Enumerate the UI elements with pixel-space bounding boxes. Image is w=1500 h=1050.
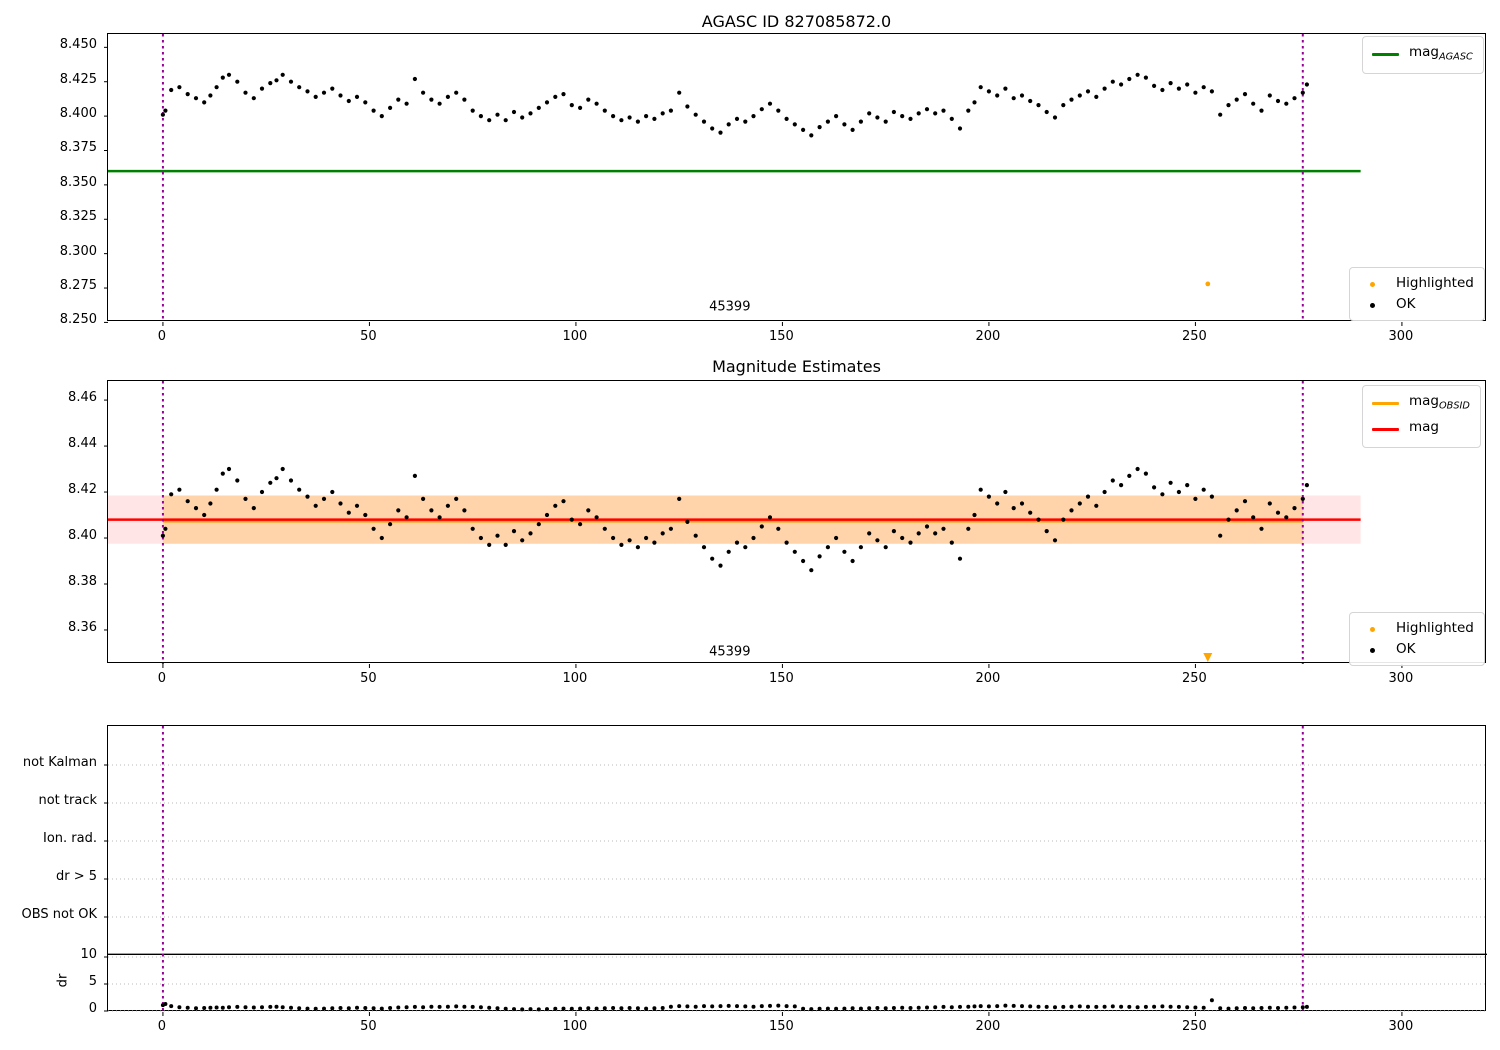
x-tick-label: 200	[975, 671, 1001, 686]
y-tick-label: 8.42	[68, 482, 97, 498]
dr-tick-label: 0	[88, 1001, 97, 1016]
y-tick-label: 8.325	[59, 209, 97, 225]
legend-label: Highlighted	[1396, 620, 1474, 636]
ok-dot-icon	[1359, 294, 1386, 315]
y-tick-label: 8.375	[59, 140, 97, 156]
y-tick-label: 8.46	[68, 390, 97, 406]
x-tick-label: 100	[562, 671, 588, 686]
legend-item-highlighted: Highlighted	[1359, 618, 1474, 639]
legend-top-points: Highlighted OK	[1349, 267, 1485, 321]
legend-label: Highlighted	[1396, 275, 1474, 291]
y-tick-label: 8.44	[68, 436, 97, 452]
x-tick-label: 100	[562, 329, 588, 344]
y-tick-label: 8.350	[59, 174, 97, 190]
legend-label: magAGASC	[1409, 44, 1473, 63]
y-tick-label: 8.38	[68, 573, 97, 589]
legend-label: magOBSID	[1409, 393, 1470, 412]
flag-tick-label: dr > 5	[55, 869, 97, 884]
orange-line-swatch	[1372, 402, 1399, 406]
x-tick-label: 0	[157, 329, 167, 344]
legend-item-mag: mag	[1372, 417, 1470, 443]
green-line-swatch	[1372, 53, 1399, 57]
y-tick-label: 8.250	[59, 312, 97, 328]
flag-tick-label: OBS not OK	[21, 907, 98, 922]
legend-label: mag	[1409, 418, 1439, 435]
legend-mag-lines: magOBSID mag	[1362, 385, 1481, 449]
x-tick-label: 50	[360, 671, 377, 686]
x-tick-label: 0	[157, 1019, 167, 1034]
dr-tick-label: 10	[80, 947, 97, 962]
top-plot-title: AGASC ID 827085872.0	[701, 12, 892, 31]
highlighted-dot-icon	[1359, 618, 1386, 639]
legend-item-ok: OK	[1359, 294, 1474, 315]
legend-label: OK	[1396, 641, 1416, 657]
obsid-annotation-middle: 45399	[709, 644, 751, 660]
x-tick-label: 50	[360, 1019, 377, 1034]
x-tick-label: 50	[360, 329, 377, 344]
middle-plot-title: Magnitude Estimates	[712, 357, 881, 376]
y-tick-label: 8.450	[59, 37, 97, 53]
x-tick-label: 150	[769, 1019, 794, 1034]
obsid-annotation-top: 45399	[709, 299, 751, 315]
y-tick-label: 8.400	[59, 106, 97, 122]
ok-dot-icon	[1359, 639, 1386, 660]
y-tick-label: 8.40	[68, 528, 97, 544]
x-tick-label: 300	[1388, 329, 1414, 344]
x-tick-label: 300	[1388, 1019, 1414, 1034]
legend-item-mag-obsid: magOBSID	[1372, 391, 1470, 417]
legend-mid-points: Highlighted OK	[1349, 612, 1485, 666]
x-tick-label: 0	[157, 671, 167, 686]
x-tick-label: 100	[562, 1019, 588, 1034]
y-tick-label: 8.425	[59, 71, 97, 87]
y-tick-label: 8.300	[59, 243, 97, 259]
flags-dr-plot	[104, 725, 1487, 1016]
x-tick-label: 300	[1388, 671, 1414, 686]
x-tick-label: 200	[975, 329, 1001, 344]
agasc-mag-plot	[104, 33, 1486, 326]
x-tick-label: 150	[769, 329, 794, 344]
x-tick-label: 250	[1182, 671, 1207, 686]
legend-label: OK	[1396, 296, 1416, 312]
legend-mag-agasc: magAGASC	[1362, 36, 1484, 74]
red-line-swatch	[1372, 428, 1399, 432]
x-tick-label: 200	[975, 1019, 1001, 1034]
legend-item-highlighted: Highlighted	[1359, 273, 1474, 294]
x-tick-label: 250	[1182, 1019, 1207, 1034]
x-tick-label: 150	[769, 671, 794, 686]
dr-tick-label: 5	[88, 974, 97, 989]
y-tick-label: 8.275	[59, 278, 97, 294]
legend-item-mag-agasc: magAGASC	[1372, 42, 1473, 68]
magnitude-estimates-plot	[104, 380, 1486, 668]
flag-tick-label: Ion. rad.	[43, 831, 97, 846]
x-tick-label: 250	[1182, 329, 1207, 344]
flag-tick-label: not track	[38, 793, 97, 808]
flag-tick-label: not Kalman	[22, 755, 97, 770]
y-tick-label: 8.36	[68, 619, 97, 635]
legend-item-ok: OK	[1359, 639, 1474, 660]
highlighted-dot-icon	[1359, 273, 1386, 294]
